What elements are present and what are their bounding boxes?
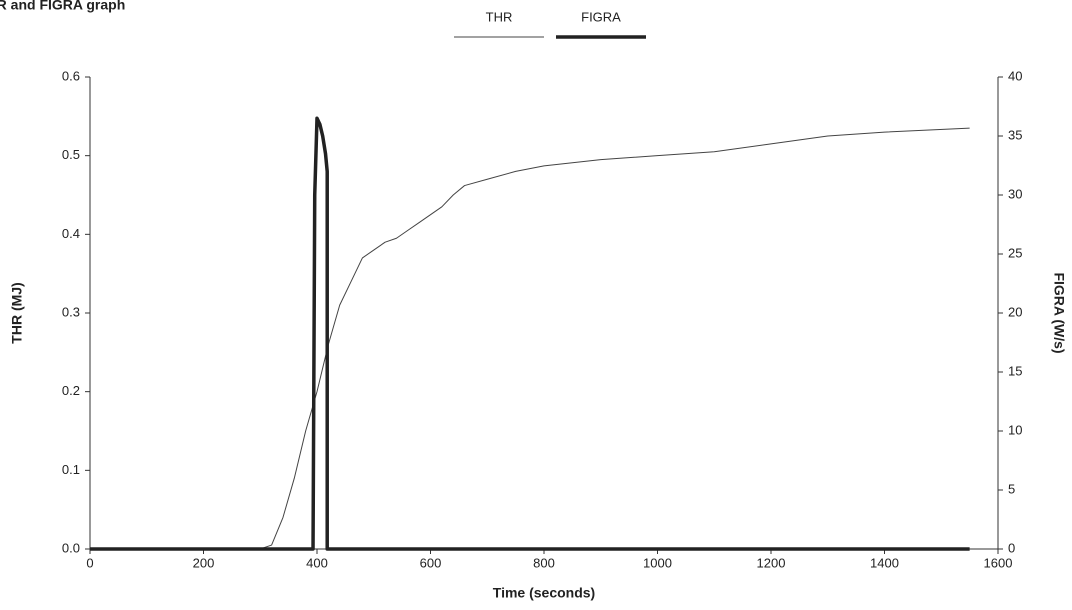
series-line <box>260 127 970 550</box>
y-tick-label: 0.4 <box>62 226 80 241</box>
y-tick-label: 0.2 <box>62 383 80 398</box>
y2-tick-label: 30 <box>1008 186 1022 201</box>
y2-tick-label: 10 <box>1008 422 1022 437</box>
y2-tick-label: 5 <box>1008 481 1015 496</box>
x-tick-label: 1600 <box>984 555 1013 570</box>
y-tick-label: 0.3 <box>62 304 80 319</box>
x-tick-label: 400 <box>306 555 328 570</box>
x-tick-label: 600 <box>420 555 442 570</box>
x-tick-label: 1200 <box>757 555 786 570</box>
y-tick-label: 0.6 <box>62 68 80 83</box>
legend-label: FIGRA <box>581 9 621 24</box>
y2-tick-label: 40 <box>1008 68 1022 83</box>
y2-tick-label: 20 <box>1008 304 1022 319</box>
series-line <box>90 116 970 551</box>
y-tick-label: 0.5 <box>62 147 80 162</box>
x-tick-label: 1000 <box>643 555 672 570</box>
y-axis-label: THR (MJ) <box>9 282 25 343</box>
y2-tick-label: 25 <box>1008 245 1022 260</box>
y2-tick-label: 35 <box>1008 127 1022 142</box>
x-tick-label: 0 <box>86 555 93 570</box>
y-tick-label: 0.1 <box>62 462 80 477</box>
y2-axis-label: FIGRA (W/s) <box>1051 272 1067 353</box>
y2-tick-label: 0 <box>1008 540 1015 555</box>
x-tick-label: 200 <box>193 555 215 570</box>
chart-title: THR and FIGRA graph <box>0 0 125 13</box>
x-tick-label: 800 <box>533 555 555 570</box>
y2-tick-label: 15 <box>1008 363 1022 378</box>
x-tick-label: 1400 <box>870 555 899 570</box>
x-axis-label: Time (seconds) <box>493 585 595 601</box>
legend-label: THR <box>486 9 513 24</box>
y-tick-label: 0.0 <box>62 540 80 555</box>
